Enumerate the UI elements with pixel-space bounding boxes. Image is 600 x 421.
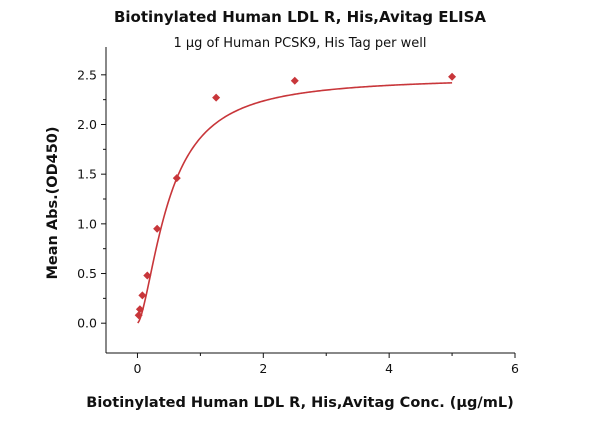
- y-tick-label: 2.5: [77, 67, 97, 82]
- data-point: [290, 76, 299, 85]
- data-point: [153, 224, 162, 233]
- y-ticks: 0.0 0.5 1.0 1.5 2.0 2.5: [77, 67, 106, 331]
- fit-curve: [137, 82, 453, 324]
- y-axis-label: Mean Abs.(OD450): [45, 126, 61, 279]
- data-point: [138, 291, 147, 300]
- data-points: [134, 72, 457, 320]
- x-tick-label: 4: [385, 361, 393, 376]
- x-ticks: 0 2 4 6: [133, 353, 519, 376]
- data-point: [448, 72, 457, 81]
- data-point: [212, 93, 221, 102]
- chart-subtitle: 1 μg of Human PCSK9, His Tag per well: [173, 36, 427, 51]
- y-tick-label: 2.0: [77, 117, 97, 132]
- y-tick-label: 1.0: [77, 216, 97, 231]
- y-tick-label: 0.0: [77, 316, 97, 331]
- data-point: [143, 271, 152, 280]
- x-tick-label: 2: [259, 361, 267, 376]
- data-point: [172, 174, 181, 183]
- x-tick-label: 6: [511, 361, 519, 376]
- x-tick-label: 0: [133, 361, 141, 376]
- data-point: [135, 305, 144, 314]
- y-tick-label: 1.5: [77, 167, 97, 182]
- axes: 0.0 0.5 1.0 1.5 2.0 2.5 0 2 4 6: [77, 47, 519, 376]
- x-axis-label: Biotinylated Human LDL R, His,Avitag Con…: [86, 395, 513, 411]
- y-tick-label: 0.5: [77, 266, 97, 281]
- chart-title: Biotinylated Human LDL R, His,Avitag ELI…: [113, 8, 486, 26]
- data-point: [134, 311, 143, 320]
